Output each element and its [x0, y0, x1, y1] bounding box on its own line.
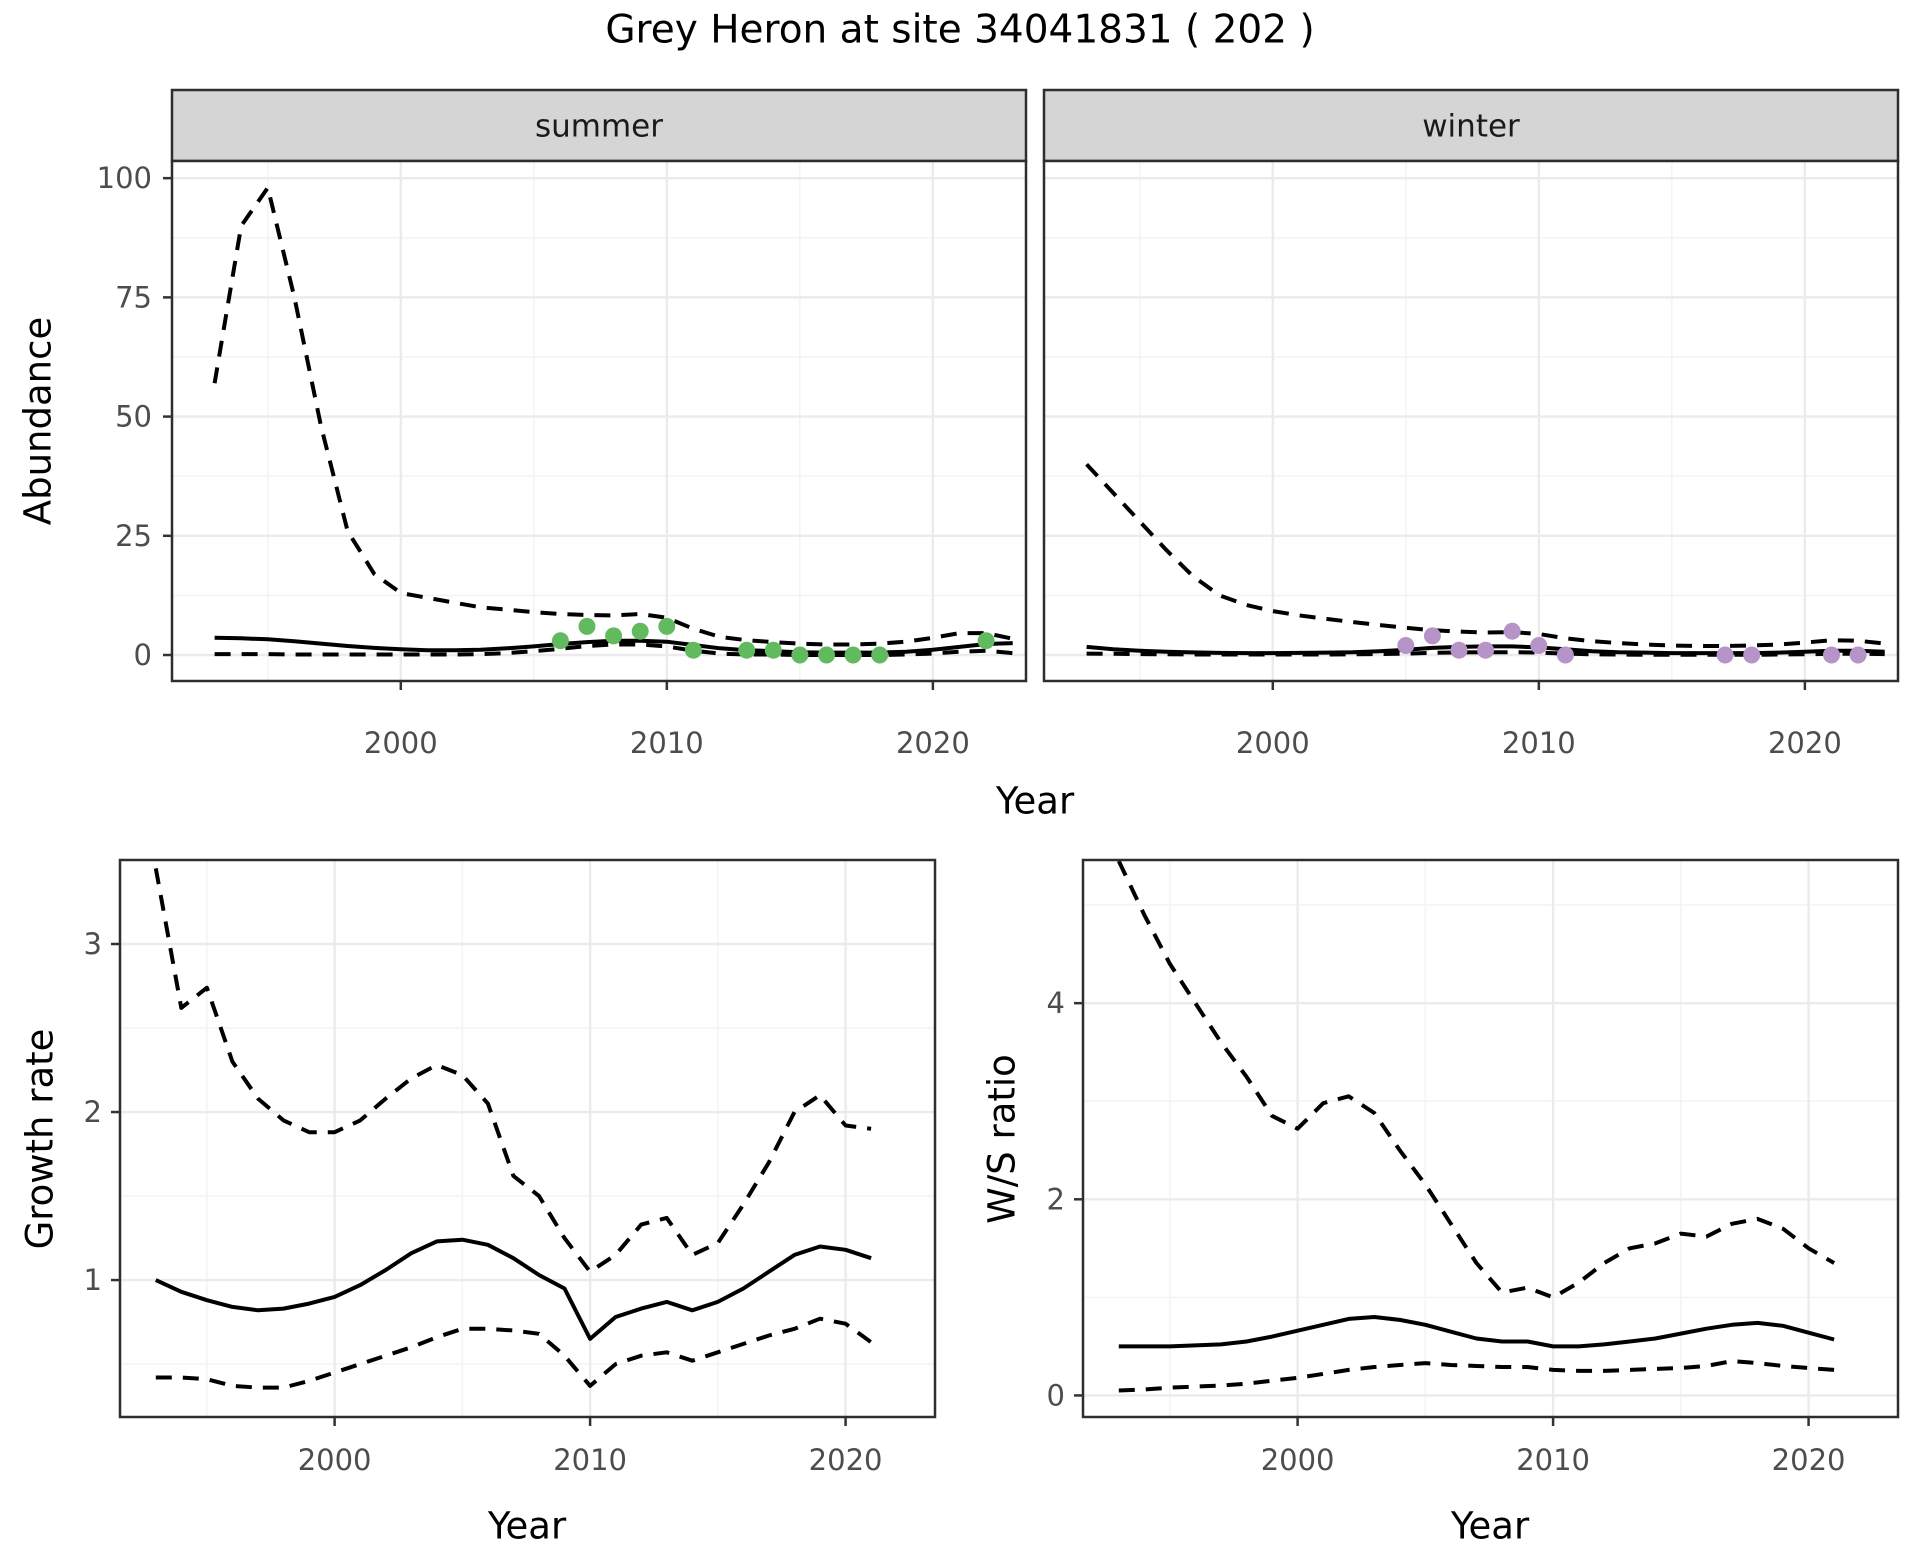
observation-point — [1823, 646, 1840, 664]
x-tick-label: 2010 — [630, 726, 704, 760]
x-tick-label: 2010 — [1516, 1443, 1590, 1477]
observation-point — [738, 641, 756, 659]
facet-strip-summer-label: summer — [535, 109, 663, 145]
series-lower_95ci — [155, 1316, 873, 1390]
observation-point — [1423, 627, 1441, 645]
panel-background — [1083, 860, 1898, 1417]
ws-ratio-axis-title: W/S ratio — [981, 1054, 1024, 1224]
panel-background — [1044, 161, 1898, 681]
y-tick-label: 3 — [84, 927, 102, 961]
observation-point — [844, 646, 862, 664]
facet-strips: summer winter — [170, 88, 1900, 163]
observation-point — [977, 632, 995, 650]
x-tick-label: 2020 — [896, 726, 970, 760]
panel-winter: 2000 2010 2020 — [1042, 159, 1900, 760]
series-mean — [1118, 1315, 1835, 1349]
y-tick-label: 4 — [1047, 986, 1065, 1020]
x-tick-label: 2020 — [1768, 726, 1842, 760]
x-tick-label: 2020 — [809, 1443, 883, 1477]
observation-point — [1556, 646, 1574, 664]
x-tick-label: 2000 — [298, 1443, 372, 1477]
panel-background — [172, 161, 1026, 681]
top-year-axis-title: Year — [995, 780, 1075, 823]
grid-major — [172, 161, 1026, 681]
winter_observations — [1397, 622, 1867, 664]
y-tick-label: 75 — [115, 280, 152, 314]
summer_observations — [551, 617, 995, 664]
y-tick-label: 2 — [1047, 1182, 1065, 1216]
x-tick-label: 2000 — [1236, 726, 1310, 760]
observation-point — [871, 646, 889, 664]
panel-growth: 2000 2010 2020 1 2 3 — [84, 858, 937, 1477]
y-tick-label: 2 — [84, 1095, 102, 1129]
observation-point — [1716, 646, 1734, 664]
panel-border — [1081, 858, 1900, 1419]
series-upper_95ci — [153, 868, 872, 1274]
grid-major — [1044, 161, 1898, 681]
x-tick-label: 2010 — [553, 1443, 627, 1477]
series-upper_95ci — [1116, 860, 1836, 1300]
grid-major — [120, 860, 935, 1417]
x-tick-label: 2000 — [364, 726, 438, 760]
observation-point — [631, 622, 649, 640]
observation-point — [1743, 646, 1761, 664]
observation-point — [684, 641, 702, 659]
y-tick-label: 25 — [115, 519, 152, 553]
facet-strip-winter-label: winter — [1422, 109, 1520, 145]
x-tick-label: 2020 — [1772, 1443, 1846, 1477]
x-tick-label: 2010 — [1502, 726, 1576, 760]
series-mean — [154, 1237, 872, 1341]
grid-major — [1083, 860, 1898, 1417]
growth-rate-axis-title: Growth rate — [19, 1029, 62, 1250]
y-tick-label: 0 — [1047, 1378, 1065, 1412]
series-lower_95ci — [1118, 1359, 1835, 1393]
panel-summer: 2000 2010 2020 0 25 50 75 100 — [97, 159, 1028, 760]
panel-background — [120, 860, 935, 1417]
y-tick-label: 1 — [84, 1263, 102, 1297]
growth-year-axis-title: Year — [487, 1505, 567, 1548]
observation-point — [578, 617, 596, 635]
chart-title: Grey Heron at site 34041831 ( 202 ) — [605, 8, 1314, 53]
grid-minor — [1044, 161, 1898, 681]
y-tick-label: 100 — [97, 161, 152, 195]
observation-point — [764, 641, 782, 659]
facet-strip-winter — [1042, 88, 1900, 163]
observation-point — [658, 617, 676, 635]
observation-point — [1530, 637, 1548, 654]
observation-point — [1849, 646, 1867, 664]
grid-minor — [172, 161, 1026, 681]
observation-point — [791, 646, 809, 664]
y-tick-label: 0 — [134, 638, 152, 672]
observation-point — [551, 632, 569, 650]
observation-point — [1477, 641, 1495, 659]
panel-border — [170, 159, 1028, 683]
ws-year-axis-title: Year — [1450, 1505, 1530, 1548]
y-tick-label: 50 — [115, 400, 152, 434]
abundance-axis-title: Abundance — [17, 317, 60, 525]
panel-border — [118, 858, 937, 1419]
panel-ws: 2000 2010 2020 0 2 4 — [1047, 858, 1900, 1477]
observation-point — [1450, 641, 1468, 659]
observation-point — [818, 646, 835, 664]
observation-point — [1503, 622, 1521, 640]
panel-border — [1042, 159, 1900, 683]
x-tick-label: 2000 — [1261, 1443, 1335, 1477]
observation-point — [605, 627, 623, 645]
observation-point — [1397, 637, 1415, 654]
facet-strip-summer — [170, 88, 1028, 163]
